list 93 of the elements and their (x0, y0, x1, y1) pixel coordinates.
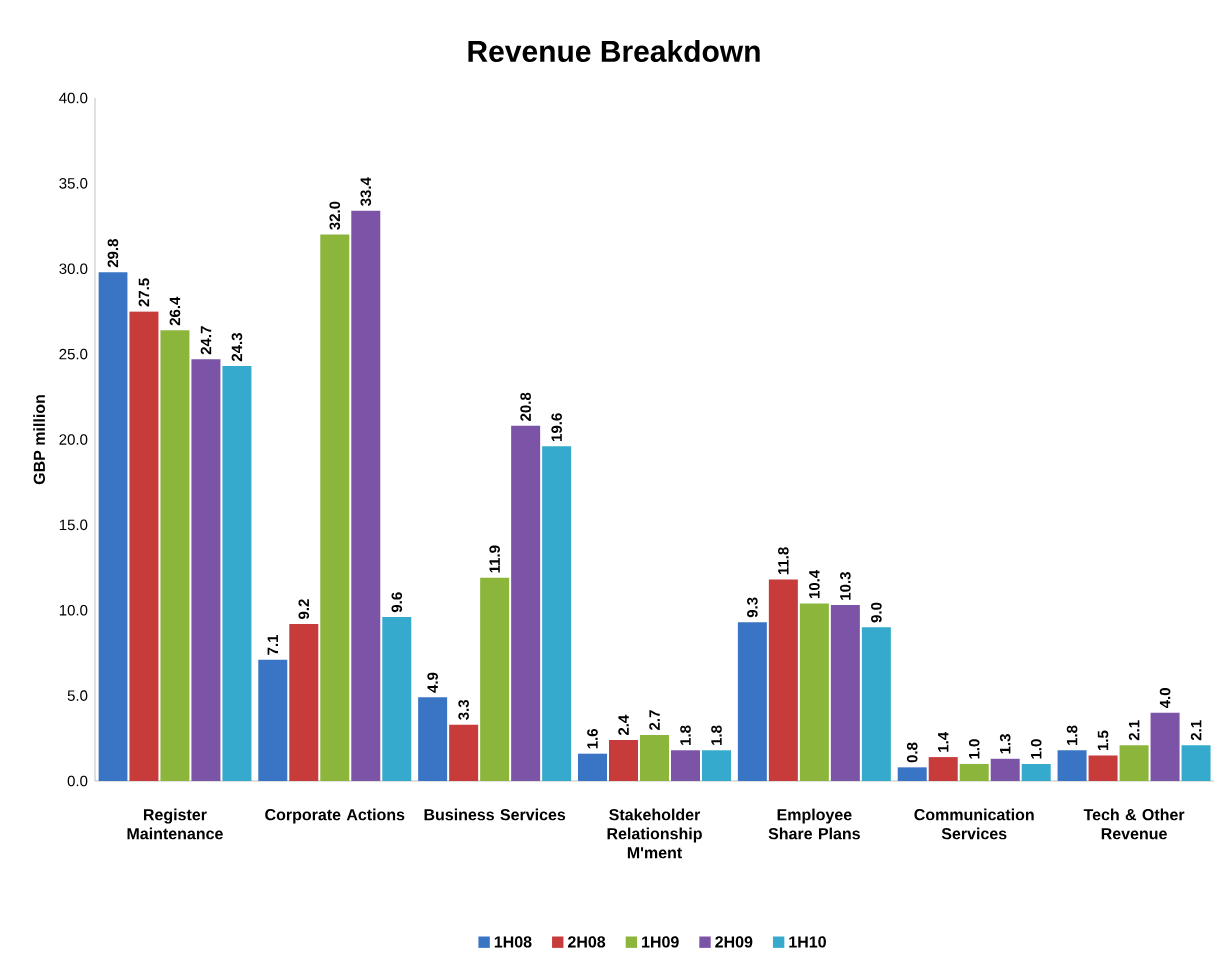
x-tick-label: Tech & Other Revenue (1083, 808, 1185, 840)
bar (1119, 745, 1149, 781)
data-label: 33.4 (360, 177, 372, 206)
x-tick-label: Communication Services (914, 808, 1034, 840)
data-label: 1.8 (680, 725, 691, 745)
data-label: 19.6 (551, 413, 562, 441)
data-label: 24.3 (231, 333, 243, 362)
bar (897, 767, 927, 781)
bar (1181, 745, 1211, 781)
chart-title: Revenue Breakdown (468, 39, 760, 62)
y-tick-label: 40.0 (59, 92, 88, 104)
bar (959, 763, 989, 781)
x-tick-label: Stakeholder Relationship M'ment (607, 808, 702, 859)
bar (129, 311, 159, 781)
data-label: 10.4 (809, 569, 820, 599)
bar (160, 330, 190, 781)
data-label: 9.2 (298, 599, 310, 619)
y-tick-label: 35.0 (59, 178, 88, 189)
data-label: 1.0 (1030, 739, 1042, 759)
bar (990, 758, 1020, 781)
y-tick-label: 25.0 (59, 348, 88, 360)
data-label: 27.5 (138, 278, 150, 307)
bar (861, 627, 891, 781)
y-tick-label: 5.0 (67, 690, 88, 701)
x-tick-label: Corporate Actions (265, 808, 405, 824)
legend-label: 1H09 (642, 936, 679, 948)
bar (289, 623, 319, 781)
bar (351, 210, 381, 781)
data-label: 1.4 (938, 731, 949, 752)
y-tick-label: 20.0 (59, 434, 88, 445)
y-tick-label: 0.0 (67, 775, 88, 787)
bar (449, 724, 479, 781)
data-label: 3.3 (458, 699, 469, 720)
bar (418, 697, 448, 781)
bar (222, 366, 252, 781)
bar (928, 757, 958, 781)
bar (640, 734, 669, 781)
data-label: 2.1 (1128, 720, 1140, 741)
data-label: 11.8 (778, 547, 789, 575)
bar (98, 272, 128, 781)
data-label: 9.6 (391, 592, 403, 613)
x-tick-label: Register Maintenance (127, 808, 223, 840)
bar (480, 577, 510, 781)
data-label: 1.8 (711, 725, 722, 745)
data-label: 11.9 (489, 545, 500, 573)
data-label: 1.0 (968, 739, 980, 759)
data-label: 2.1 (1190, 720, 1202, 741)
x-tick-label: Business Services (424, 808, 566, 821)
data-label: 1.8 (1066, 725, 1078, 745)
data-label: 29.8 (107, 239, 119, 268)
x-tick-label: Employee Share Plans (768, 808, 860, 840)
y-tick-label: 15.0 (59, 519, 88, 531)
legend-label: 1H08 (494, 936, 532, 948)
data-label: 32.0 (329, 201, 341, 230)
data-label: 9.0 (871, 602, 882, 623)
bar (382, 617, 412, 781)
legend-label: 1H10 (789, 936, 826, 948)
bar (1150, 712, 1180, 781)
y-axis-title: GBP million (33, 395, 46, 485)
data-label: 10.3 (840, 572, 851, 600)
bar (737, 622, 767, 781)
legend-label: 2H09 (715, 936, 753, 948)
bar (609, 740, 638, 781)
bar (1088, 755, 1118, 781)
bar (799, 603, 829, 781)
bar (671, 750, 700, 781)
data-label: 0.8 (906, 742, 918, 763)
bar (1021, 763, 1051, 781)
data-label: 1.5 (1097, 730, 1109, 751)
data-label: 7.1 (267, 634, 278, 655)
data-label: 1.6 (587, 728, 598, 749)
bar (768, 579, 798, 781)
data-label: 2.4 (618, 714, 629, 736)
bar (542, 446, 572, 781)
y-tick-label: 30.0 (59, 263, 88, 275)
data-label: 24.7 (200, 326, 212, 355)
data-label: 20.8 (520, 392, 531, 421)
bar (258, 659, 288, 781)
data-label: 4.0 (1159, 688, 1171, 709)
y-tick-label: 10.0 (59, 604, 88, 616)
data-label: 4.9 (427, 672, 438, 693)
bar (320, 234, 350, 781)
data-label: 1.3 (999, 734, 1011, 754)
bar (702, 750, 731, 781)
bar (191, 359, 221, 781)
bar (511, 425, 541, 781)
legend-label: 2H08 (568, 936, 606, 948)
data-label: 2.7 (649, 710, 660, 730)
data-label: 26.4 (169, 296, 181, 326)
bar (830, 605, 860, 781)
data-label: 9.3 (747, 597, 758, 618)
bar (1057, 750, 1087, 781)
bar (578, 753, 607, 781)
